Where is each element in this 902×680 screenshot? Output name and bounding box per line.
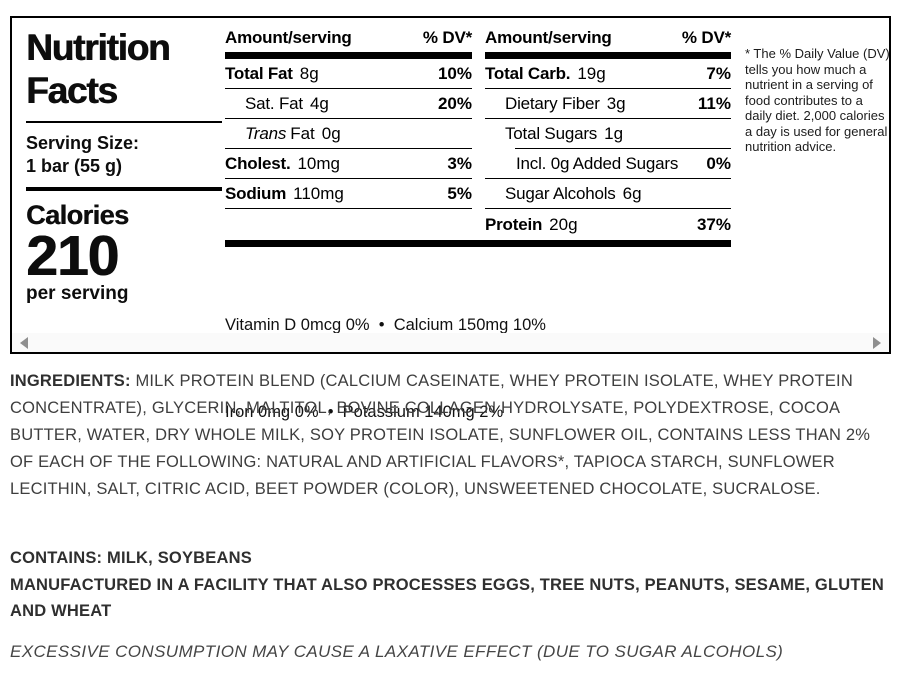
contains-line: CONTAINS: MILK, SOYBEANS bbox=[10, 549, 252, 567]
table-row-sat-fat: Sat. Fat 4g 20% bbox=[225, 89, 472, 118]
nutrient-dv: 10% bbox=[437, 63, 472, 83]
nutrient-amount: 4g bbox=[309, 93, 329, 113]
nutrient-column-fat: Amount/serving % DV* Total Fat 8g 10% Sat… bbox=[225, 26, 472, 209]
nutrient-amount: 1g bbox=[604, 123, 624, 143]
table-row-total-carb: Total Carb. 19g 7% bbox=[485, 59, 731, 88]
divider bbox=[485, 88, 731, 89]
nutrient-amount: 10mg bbox=[297, 153, 340, 173]
table-row-sodium: Sodium 110mg 5% bbox=[225, 179, 472, 208]
nutrient-name: Total Carb. bbox=[485, 63, 571, 83]
table-row-sugar-alcohols: Sugar Alcohols 6g bbox=[485, 179, 731, 208]
divider bbox=[225, 148, 472, 149]
amount-serving-header: Amount/serving bbox=[225, 28, 352, 47]
calories-value: 210 bbox=[26, 224, 119, 288]
thick-divider bbox=[485, 52, 731, 59]
divider bbox=[26, 187, 222, 191]
nutrient-column-carb: Amount/serving % DV* Total Carb. 19g 7% D… bbox=[485, 26, 731, 240]
nutrition-facts-title: Nutrition Facts bbox=[26, 27, 171, 111]
nutrient-name: Sodium bbox=[225, 183, 287, 203]
nutrient-amount: 6g bbox=[622, 183, 642, 203]
table-row-trans-fat: Trans Fat 0g bbox=[225, 119, 472, 148]
divider bbox=[515, 148, 731, 149]
thick-divider bbox=[225, 240, 731, 247]
allergen-block: CONTAINS: MILK, SOYBEANS MANUFACTURED IN… bbox=[10, 545, 892, 625]
table-row-cholesterol: Cholest. 10mg 3% bbox=[225, 149, 472, 178]
divider bbox=[225, 178, 472, 179]
ingredients-paragraph: INGREDIENTS: MILK PROTEIN BLEND (CALCIUM… bbox=[10, 368, 892, 503]
laxative-disclaimer: EXCESSIVE CONSUMPTION MAY CAUSE A LAXATI… bbox=[10, 642, 784, 661]
serving-size-label: Serving Size: bbox=[26, 133, 140, 153]
divider bbox=[225, 88, 472, 89]
table-row-dietary-fiber: Dietary Fiber 3g 11% bbox=[485, 89, 731, 118]
nutrition-facts-panel: Nutrition Facts Serving Size: 1 bar (55 … bbox=[10, 16, 891, 421]
thick-divider bbox=[225, 52, 472, 59]
table-row-total-sugars: Total Sugars 1g bbox=[485, 119, 731, 148]
nutrient-dv: 3% bbox=[447, 153, 472, 173]
nutrient-name: Sat. Fat bbox=[245, 93, 303, 113]
divider bbox=[485, 118, 731, 119]
divider bbox=[485, 178, 731, 179]
table-row-total-fat: Total Fat 8g 10% bbox=[225, 59, 472, 88]
nutrient-name: Fat bbox=[290, 123, 315, 143]
ingredients-text: MILK PROTEIN BLEND (CALCIUM CASEINATE, W… bbox=[10, 372, 871, 498]
dv-header: % DV* bbox=[422, 28, 472, 47]
ingredients-label: INGREDIENTS: bbox=[10, 372, 131, 390]
nutrient-dv: 11% bbox=[697, 93, 731, 113]
horizontal-scrollbar[interactable] bbox=[12, 333, 889, 352]
nutrient-amount: 0g bbox=[321, 123, 341, 143]
nutrient-name-italic: Trans bbox=[245, 123, 287, 143]
vitamins-minerals-block: Vitamin D 0mcg 0% • Calcium 150mg 10% Ir… bbox=[225, 253, 745, 485]
scroll-right-arrow-icon[interactable] bbox=[873, 336, 881, 349]
nutrient-amount: 8g bbox=[299, 63, 319, 83]
serving-size-value: 1 bar (55 g) bbox=[26, 156, 123, 176]
amount-serving-header: Amount/serving bbox=[485, 28, 612, 47]
table-row-added-sugars: Incl. 0g Added Sugars 0% bbox=[485, 149, 731, 178]
nutrient-name: Cholest. bbox=[225, 153, 291, 173]
facility-line: MANUFACTURED IN A FACILITY THAT ALSO PRO… bbox=[10, 575, 884, 621]
nutrient-name: Sugar Alcohols bbox=[505, 183, 616, 203]
nutrient-dv: 20% bbox=[437, 93, 472, 113]
label-left-column: Nutrition Facts Serving Size: 1 bar (55 … bbox=[26, 26, 222, 305]
nutrient-name: Dietary Fiber bbox=[505, 93, 600, 113]
nutrient-name: Total Fat bbox=[225, 63, 293, 83]
calories-label: Calories bbox=[26, 200, 129, 230]
vitamins-line-2: Iron 0mg 0% • Potassium 140mg 2% bbox=[225, 403, 504, 421]
nutrient-amount: 20g bbox=[549, 214, 578, 234]
nutrient-name: Protein bbox=[485, 214, 543, 234]
nutrient-dv: 0% bbox=[706, 153, 731, 173]
nutrient-dv: 5% bbox=[447, 183, 472, 203]
table-row-protein: Protein 20g 37% bbox=[485, 209, 731, 240]
divider bbox=[26, 121, 222, 123]
calories-unit: per serving bbox=[26, 283, 129, 304]
nutrient-dv: 7% bbox=[706, 63, 731, 83]
scroll-left-arrow-icon[interactable] bbox=[20, 336, 28, 349]
nutrient-amount: 19g bbox=[577, 63, 606, 83]
nutrient-name: Incl. 0g Added Sugars bbox=[516, 153, 679, 173]
nutrient-name: Total Sugars bbox=[505, 123, 598, 143]
dv-header: % DV* bbox=[681, 28, 731, 47]
divider bbox=[225, 208, 472, 209]
nutrient-dv: 37% bbox=[696, 214, 731, 234]
vitamins-line-1: Vitamin D 0mcg 0% • Calcium 150mg 10% bbox=[225, 316, 546, 334]
nutrient-amount: 110mg bbox=[293, 183, 344, 203]
divider bbox=[485, 208, 731, 209]
nutrient-amount: 3g bbox=[606, 93, 626, 113]
divider bbox=[225, 118, 472, 119]
daily-value-footnote: * The % Daily Value (DV) tells you how m… bbox=[745, 46, 890, 154]
